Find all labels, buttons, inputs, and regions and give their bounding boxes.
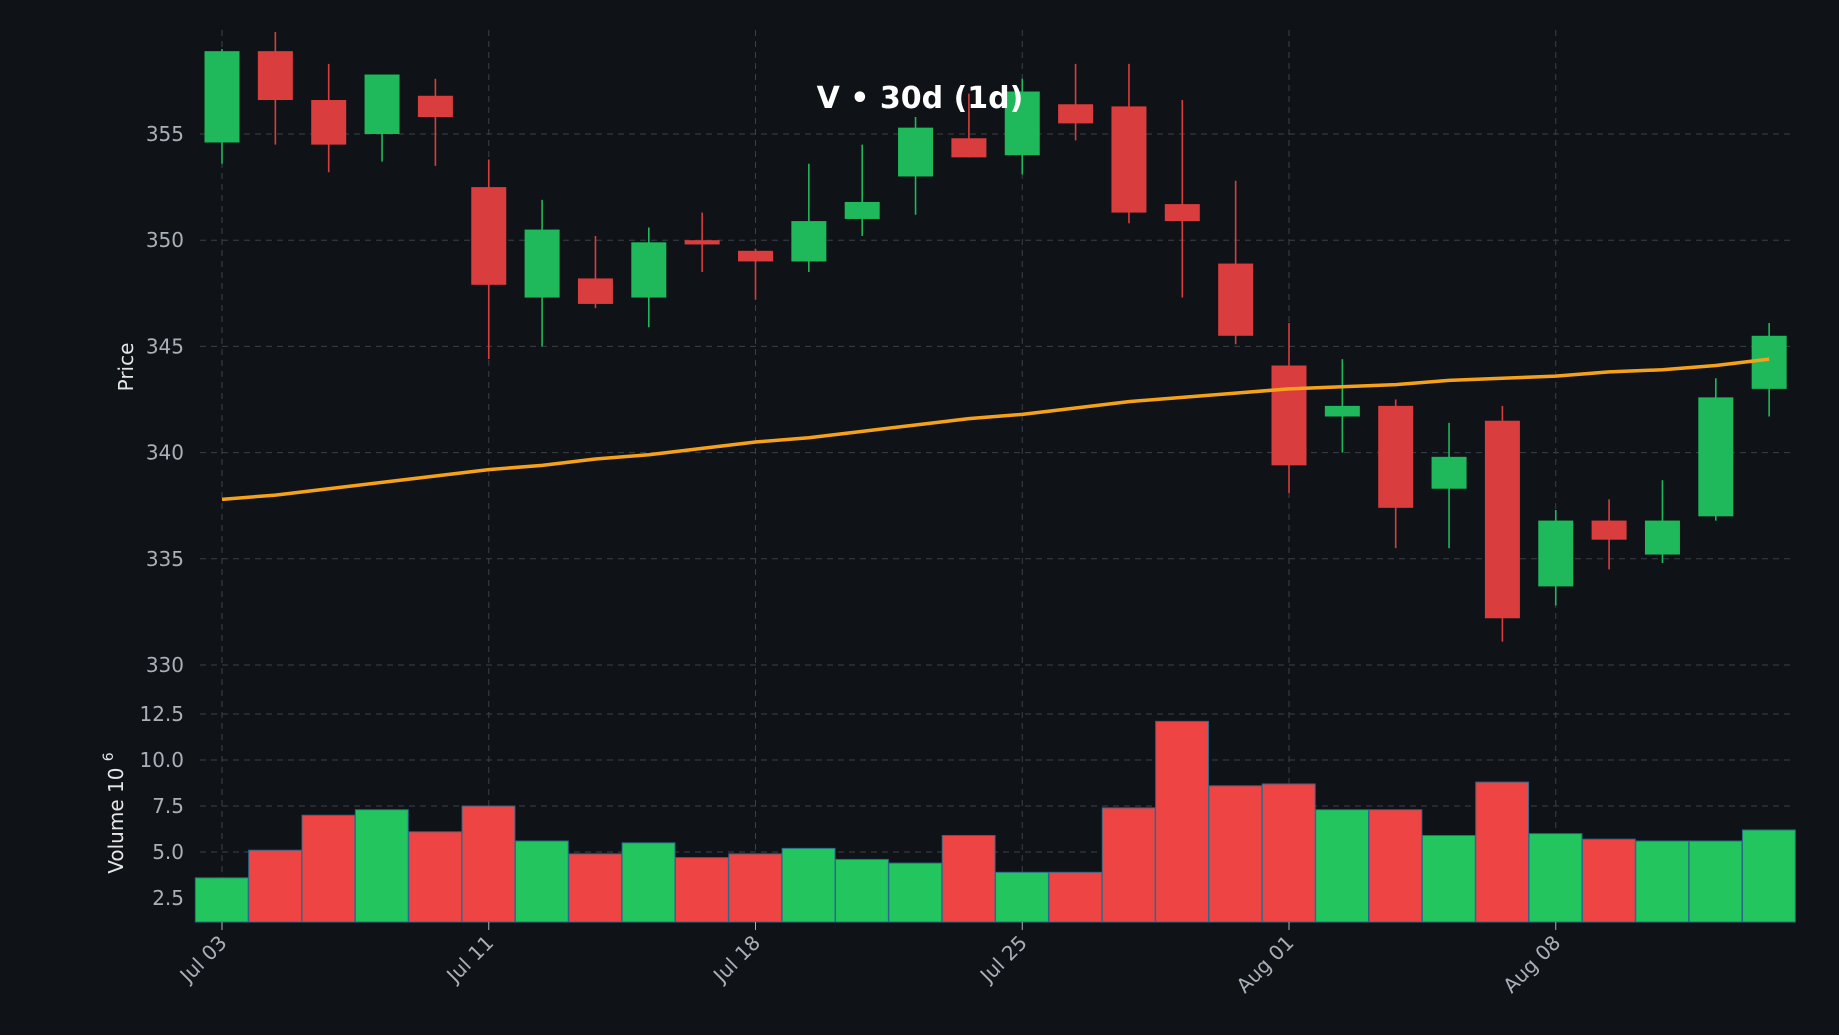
candle-body — [204, 51, 240, 143]
candle-body — [1004, 91, 1040, 156]
volume-tick-label: 7.5 — [152, 794, 184, 818]
volume-bar — [1368, 809, 1423, 923]
volume-bar — [728, 853, 783, 923]
x-tick-label: Jul 25 — [974, 931, 1032, 989]
x-tick-label: Jul 18 — [707, 931, 765, 989]
volume-bar — [354, 809, 409, 923]
volume-bar — [1421, 834, 1476, 923]
volume-bar — [995, 871, 1049, 923]
volume-bar — [1315, 809, 1370, 923]
candle-body — [1751, 335, 1787, 389]
volume-bar — [1261, 783, 1316, 923]
candle-body — [684, 240, 720, 245]
price-tick-label: 330 — [146, 653, 184, 677]
volume-tick-label: 12.5 — [139, 702, 184, 726]
volume-axis-label-text: Volume — [104, 799, 128, 873]
candle-body — [1271, 365, 1307, 466]
volume-bar — [1101, 807, 1156, 923]
volume-unit-base: 10 — [104, 768, 128, 793]
candle-body — [577, 278, 613, 304]
volume-bar — [1635, 840, 1690, 923]
price-tick-label: 345 — [146, 334, 184, 358]
price-tick-label: 355 — [146, 122, 184, 146]
x-tick-label: Aug 01 — [1231, 931, 1298, 998]
volume-bar — [1048, 871, 1103, 923]
candle-body — [524, 229, 560, 298]
volume-bar — [568, 853, 623, 923]
candle-body — [844, 201, 880, 219]
price-tick-label: 335 — [146, 547, 184, 571]
candle-body — [1698, 397, 1734, 517]
price-tick-label: 340 — [146, 441, 184, 465]
volume-bar — [301, 814, 356, 923]
volume-bar — [888, 862, 943, 923]
volume-bar — [781, 847, 836, 923]
candle-body — [471, 187, 507, 285]
candle-body — [631, 242, 667, 298]
candle-body — [951, 138, 987, 158]
candle-body — [898, 127, 934, 177]
chart-title: V • 30d (1d) — [817, 81, 1024, 116]
candle-body — [364, 74, 400, 134]
volume-bar — [1741, 829, 1796, 923]
volume-axis-label: Volume 10 6 — [101, 752, 128, 874]
volume-tick-label: 2.5 — [152, 886, 184, 910]
candle-body — [257, 51, 293, 101]
volume-bar — [835, 858, 889, 923]
volume-bar — [514, 840, 569, 923]
candle-body — [738, 250, 773, 262]
candle-body — [1058, 104, 1094, 124]
candle-body — [417, 95, 453, 118]
candle-body — [311, 100, 347, 145]
candle-body — [1591, 520, 1627, 540]
volume-bar — [461, 805, 516, 923]
candle-body — [1164, 204, 1200, 222]
volume-bars — [194, 720, 1796, 923]
volume-bar — [1528, 833, 1583, 923]
candle-body — [1218, 263, 1254, 336]
candle-body — [1644, 520, 1680, 555]
x-tick-label: Jul 03 — [174, 931, 232, 989]
price-tick-label: 350 — [146, 228, 184, 252]
volume-unit-exponent: 6 — [101, 752, 117, 761]
volume-bar — [1688, 840, 1743, 923]
moving-average-line — [221, 357, 1770, 502]
candle-body — [1538, 520, 1574, 587]
price-axis-label: Price — [114, 343, 138, 392]
volume-bar — [1208, 785, 1263, 923]
x-tick-label: Aug 08 — [1498, 931, 1565, 998]
volume-bar — [1475, 781, 1530, 923]
volume-bar — [1581, 838, 1636, 923]
candle-body — [1484, 420, 1520, 619]
volume-bar — [941, 834, 996, 923]
candle-body — [1324, 405, 1360, 417]
candle-body — [1378, 405, 1414, 508]
candle-body — [791, 221, 827, 262]
candles — [204, 32, 1787, 642]
volume-bar — [408, 831, 463, 923]
volume-bar — [674, 857, 729, 923]
moving-average-layer — [221, 357, 1770, 502]
volume-bar — [194, 877, 249, 923]
volume-bar — [621, 842, 676, 923]
volume-bar — [1155, 720, 1209, 923]
candle-body — [1111, 106, 1147, 213]
candle-body — [1431, 456, 1467, 489]
volume-tick-label: 5.0 — [152, 840, 184, 864]
volume-tick-label: 10.0 — [139, 748, 184, 772]
volume-bar — [248, 849, 303, 923]
x-tick-label: Jul 11 — [440, 931, 498, 989]
